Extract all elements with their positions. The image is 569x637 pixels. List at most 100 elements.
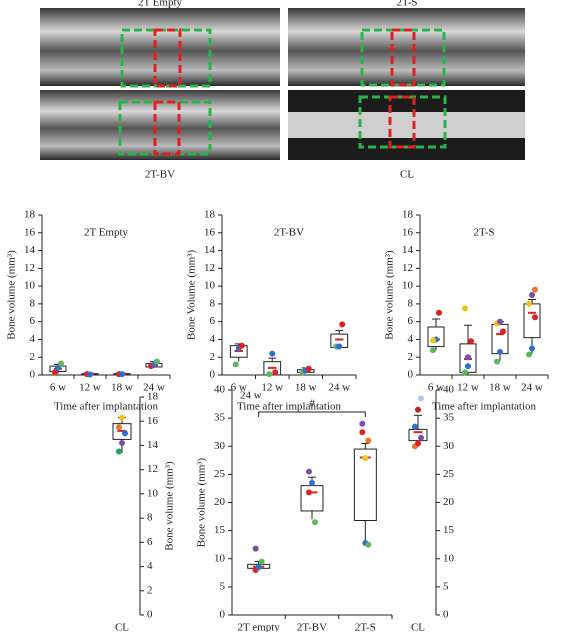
y-tick-label: 0 xyxy=(147,609,153,621)
y-tick-label: 18 xyxy=(147,391,159,403)
y-tick-label: 0 xyxy=(210,369,216,381)
x-tick-label: 12 w xyxy=(261,382,283,394)
chart-title: 24 w xyxy=(240,390,262,402)
data-point xyxy=(258,558,265,565)
data-point xyxy=(306,489,312,496)
data-point xyxy=(494,358,500,365)
y-tick-label: 12 xyxy=(24,262,35,274)
y-tick-label: 30 xyxy=(443,440,455,452)
x-tick-label: 6 w xyxy=(50,382,66,394)
roi-box xyxy=(390,28,416,87)
x-axis-label: Time after implantation xyxy=(54,401,159,413)
data-point xyxy=(465,363,471,370)
image-label: 2T Empty xyxy=(138,0,183,9)
y-tick-label: 0 xyxy=(30,369,36,381)
y-tick-label: 4 xyxy=(408,333,414,345)
y-tick-label: 20 xyxy=(214,496,226,508)
y-tick-label: 10 xyxy=(402,280,414,292)
y-tick-label: 4 xyxy=(210,333,216,345)
roi-box xyxy=(153,100,181,156)
y-tick-label: 25 xyxy=(443,468,455,480)
box xyxy=(523,303,541,339)
y-tick-label: 4 xyxy=(147,560,153,572)
data-point xyxy=(430,337,436,344)
y-tick-label: 8 xyxy=(30,297,36,309)
data-point xyxy=(116,424,122,431)
y-tick-label: 14 xyxy=(402,244,414,256)
y-tick-label: 18 xyxy=(204,209,216,221)
y-tick-label: 12 xyxy=(204,262,215,274)
y-tick-label: 4 xyxy=(30,333,36,345)
x-tick-label: 6 w xyxy=(428,382,444,394)
y-tick-label: 10 xyxy=(214,552,226,564)
x-axis-label: Time after implantation xyxy=(432,401,537,413)
data-point xyxy=(468,338,474,345)
y-axis-label: Bone volume (mm³) xyxy=(6,250,18,340)
data-point xyxy=(252,545,259,552)
y-tick-label: 20 xyxy=(443,496,455,508)
data-point xyxy=(532,314,538,321)
chart-title: 2T-BV xyxy=(274,227,304,239)
x-tick-label: 24 w xyxy=(521,382,543,394)
y-tick-label: 40 xyxy=(443,384,455,396)
y-tick-label: 12 xyxy=(147,463,158,475)
x-tick-label: 18 w xyxy=(295,382,317,394)
roi-box xyxy=(120,28,212,88)
y-axis-label: Bone Volume (mm³) xyxy=(186,250,198,341)
data-point xyxy=(339,321,346,328)
y-tick-label: 6 xyxy=(147,536,153,548)
data-point xyxy=(365,437,372,444)
y-tick-label: 0 xyxy=(408,369,414,381)
y-tick-label: 2 xyxy=(147,584,153,596)
y-tick-label: 10 xyxy=(443,552,455,564)
x-tick-label: CL xyxy=(411,622,425,632)
y-axis-label: Bone volume (mm³) xyxy=(196,457,208,547)
y-tick-label: 30 xyxy=(214,440,226,452)
box xyxy=(300,485,324,512)
image-label: 2T-S xyxy=(397,0,418,9)
data-point xyxy=(255,564,262,571)
data-point xyxy=(412,423,418,430)
y-tick-label: 16 xyxy=(24,226,36,238)
y-tick-label: 10 xyxy=(147,487,159,499)
y-tick-label: 35 xyxy=(443,412,455,424)
y-tick-label: 25 xyxy=(214,468,226,480)
significance-bracket xyxy=(258,411,366,417)
x-tick-label: 12 w xyxy=(457,382,479,394)
data-point xyxy=(418,434,424,441)
y-tick-label: 16 xyxy=(204,226,216,238)
data-point xyxy=(529,345,535,352)
data-point xyxy=(430,347,436,354)
roi-box xyxy=(153,28,182,88)
chart-title: 2T-S xyxy=(474,227,495,239)
data-point xyxy=(526,300,532,307)
data-point xyxy=(87,371,93,378)
data-point xyxy=(336,343,343,350)
roi-box xyxy=(360,28,446,87)
y-tick-label: 16 xyxy=(147,415,159,427)
x-tick-label: 2T-S xyxy=(355,622,376,632)
data-point xyxy=(418,395,424,402)
data-point xyxy=(232,361,239,368)
x-tick-label: 18 w xyxy=(111,382,133,394)
data-point xyxy=(58,360,64,367)
y-tick-label: 5 xyxy=(220,580,226,592)
x-tick-label: CL xyxy=(115,622,129,632)
y-tick-label: 15 xyxy=(214,524,226,536)
data-point xyxy=(154,358,160,365)
y-tick-label: 5 xyxy=(443,580,449,592)
data-point xyxy=(415,440,421,447)
data-point xyxy=(359,429,366,436)
data-point xyxy=(272,369,279,376)
data-point xyxy=(526,351,532,358)
data-point xyxy=(500,328,506,335)
image-label: CL xyxy=(400,169,414,181)
data-point xyxy=(119,414,125,421)
x-tick-label: 6 w xyxy=(231,382,247,394)
data-point xyxy=(309,479,315,486)
y-tick-label: 40 xyxy=(214,384,226,396)
ct-bone xyxy=(288,112,525,138)
box xyxy=(408,428,428,442)
x-tick-label: 12 w xyxy=(79,382,101,394)
